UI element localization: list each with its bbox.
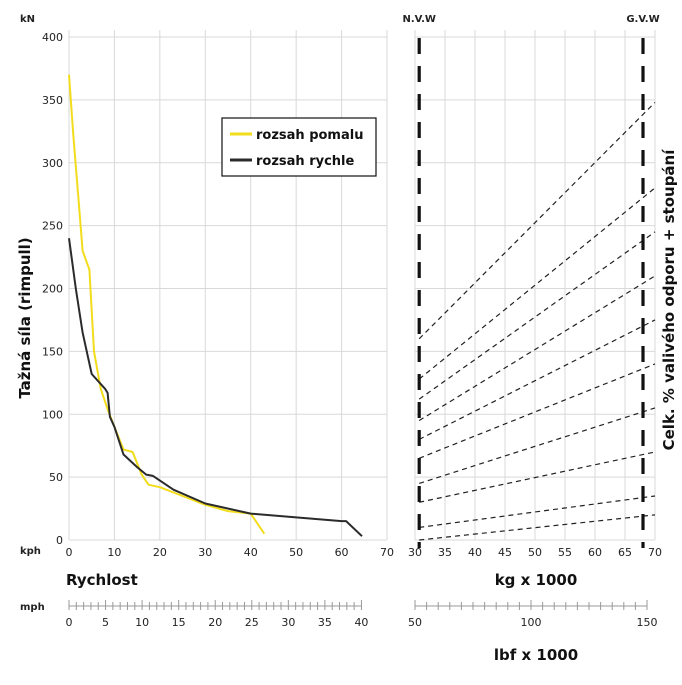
lbf-tick-150: 150 bbox=[637, 616, 658, 629]
kg-tick-55: 55 bbox=[558, 546, 572, 559]
x2-unit-label: mph bbox=[20, 602, 45, 613]
y-tick-400: 400 bbox=[42, 31, 63, 44]
x-tick-70: 70 bbox=[380, 546, 394, 559]
mph-tick-20: 20 bbox=[208, 616, 222, 629]
mph-tick-0: 0 bbox=[66, 616, 73, 629]
y-tick-0: 0 bbox=[56, 534, 63, 547]
x-tick-30: 30 bbox=[198, 546, 212, 559]
curve-slow bbox=[68, 74, 266, 535]
mph-tick-5: 5 bbox=[102, 616, 109, 629]
marker-label-0: N.V.W bbox=[402, 14, 435, 25]
right-tick-labels: 30 35 40 45 50 55 60 65 70 bbox=[408, 546, 662, 559]
mph-tick-35: 35 bbox=[318, 616, 332, 629]
x-axis-title: Rychlost bbox=[66, 571, 138, 589]
right-grid bbox=[414, 30, 656, 541]
mph-tick-25: 25 bbox=[245, 616, 259, 629]
y-unit-label: kN bbox=[20, 14, 35, 25]
mph-axis: 0 5 10 15 20 25 30 35 40 bbox=[66, 600, 368, 629]
kg-axis-title: kg x 1000 bbox=[495, 571, 578, 589]
weight-markers: N.V.W G.V.W bbox=[402, 14, 660, 548]
resistance-line-8 bbox=[418, 187, 656, 380]
marker-label-1: G.V.W bbox=[626, 14, 659, 25]
lbf-axis: 50 100 150 bbox=[408, 600, 658, 629]
x-tick-10: 10 bbox=[107, 546, 121, 559]
kg-tick-40: 40 bbox=[468, 546, 482, 559]
kg-tick-45: 45 bbox=[498, 546, 512, 559]
curve-fast bbox=[68, 238, 363, 537]
resistance-line-9 bbox=[418, 101, 656, 340]
kg-tick-70: 70 bbox=[648, 546, 662, 559]
x-tick-20: 20 bbox=[153, 546, 167, 559]
y-tick-300: 300 bbox=[42, 157, 63, 170]
x-unit-label: kph bbox=[20, 546, 41, 557]
x-tick-50: 50 bbox=[289, 546, 303, 559]
y-tick-250: 250 bbox=[42, 220, 63, 233]
resistance-line-5 bbox=[418, 319, 656, 440]
legend: rozsah pomalu rozsah rychle bbox=[221, 117, 377, 177]
resistance-line-3 bbox=[419, 407, 656, 484]
kg-tick-50: 50 bbox=[528, 546, 542, 559]
left-grid bbox=[68, 30, 388, 541]
lbf-tick-100: 100 bbox=[521, 616, 542, 629]
mph-tick-10: 10 bbox=[135, 616, 149, 629]
y-tick-350: 350 bbox=[42, 94, 63, 107]
kg-tick-30: 30 bbox=[408, 546, 422, 559]
load-lines bbox=[418, 101, 656, 541]
mph-tick-40: 40 bbox=[354, 616, 368, 629]
mph-tick-15: 15 bbox=[172, 616, 186, 629]
kg-tick-60: 60 bbox=[588, 546, 602, 559]
resistance-line-2 bbox=[419, 451, 656, 503]
y-tick-150: 150 bbox=[42, 345, 63, 358]
resistance-line-4 bbox=[418, 363, 656, 459]
kg-tick-35: 35 bbox=[438, 546, 452, 559]
legend-box bbox=[221, 117, 377, 177]
resistance-axis-title: Celk. % valivého odporu + stoupání bbox=[660, 149, 678, 451]
kg-tick-65: 65 bbox=[618, 546, 632, 559]
x-tick-0: 0 bbox=[66, 546, 73, 559]
lbf-axis-title: lbf x 1000 bbox=[494, 646, 578, 664]
resistance-line-7 bbox=[418, 231, 656, 400]
x-tick-40: 40 bbox=[244, 546, 258, 559]
x-tick-60: 60 bbox=[335, 546, 349, 559]
rimpull-curves bbox=[68, 74, 363, 537]
resistance-line-0 bbox=[419, 514, 656, 541]
mph-tick-30: 30 bbox=[281, 616, 295, 629]
y-axis-title: Tažná síla (rimpull) bbox=[16, 237, 34, 398]
legend-label-fast: rozsah rychle bbox=[256, 154, 355, 169]
y-tick-50: 50 bbox=[49, 471, 63, 484]
y-tick-100: 100 bbox=[42, 408, 63, 421]
resistance-line-6 bbox=[418, 275, 656, 422]
legend-label-slow: rozsah pomalu bbox=[256, 128, 363, 143]
lbf-tick-50: 50 bbox=[408, 616, 422, 629]
y-tick-200: 200 bbox=[42, 283, 63, 296]
left-tick-labels: 0 50 100 150 200 250 300 350 400 0 10 20 30 40 50 60 70 bbox=[42, 31, 394, 559]
resistance-line-1 bbox=[419, 495, 656, 529]
